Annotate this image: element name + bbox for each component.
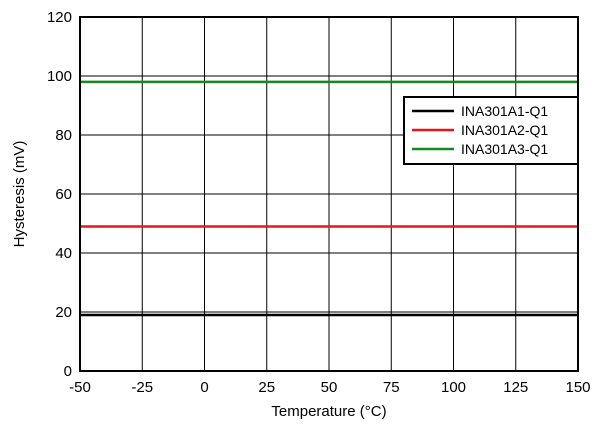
x-tick-label: 50 (321, 379, 338, 396)
legend-label: INA301A1-Q1 (461, 103, 548, 119)
legend-label: INA301A3-Q1 (461, 141, 548, 157)
legend-label: INA301A2-Q1 (461, 122, 548, 138)
x-tick-label: 75 (383, 379, 400, 396)
grid-lines (80, 17, 578, 371)
plot-frame (79, 16, 579, 372)
y-tick-label: 100 (47, 68, 72, 85)
y-tick-label: 120 (47, 9, 72, 26)
y-tick-label: 40 (55, 245, 72, 262)
x-tick-label: 0 (200, 379, 208, 396)
x-tick-label: 100 (441, 379, 466, 396)
x-tick-label: 125 (503, 379, 528, 396)
x-axis-title: Temperature (°C) (271, 403, 386, 420)
x-tick-label: -50 (69, 379, 91, 396)
x-tick-label: -25 (131, 379, 153, 396)
y-tick-label: 0 (64, 363, 72, 380)
y-axis-title: Hysteresis (mV) (11, 141, 28, 248)
y-tick-label: 80 (55, 127, 72, 144)
x-tick-label: 150 (565, 379, 590, 396)
tick-labels: -50 -25 0 25 50 75 100 125 150 0 20 40 60 80 100 120 (47, 9, 591, 396)
y-tick-label: 60 (55, 186, 72, 203)
y-tick-label: 20 (55, 304, 72, 321)
x-tick-label: 25 (258, 379, 275, 396)
series-lines (80, 80, 578, 317)
legend: INA301A1-Q1 INA301A2-Q1 INA301A3-Q1 (403, 96, 579, 165)
